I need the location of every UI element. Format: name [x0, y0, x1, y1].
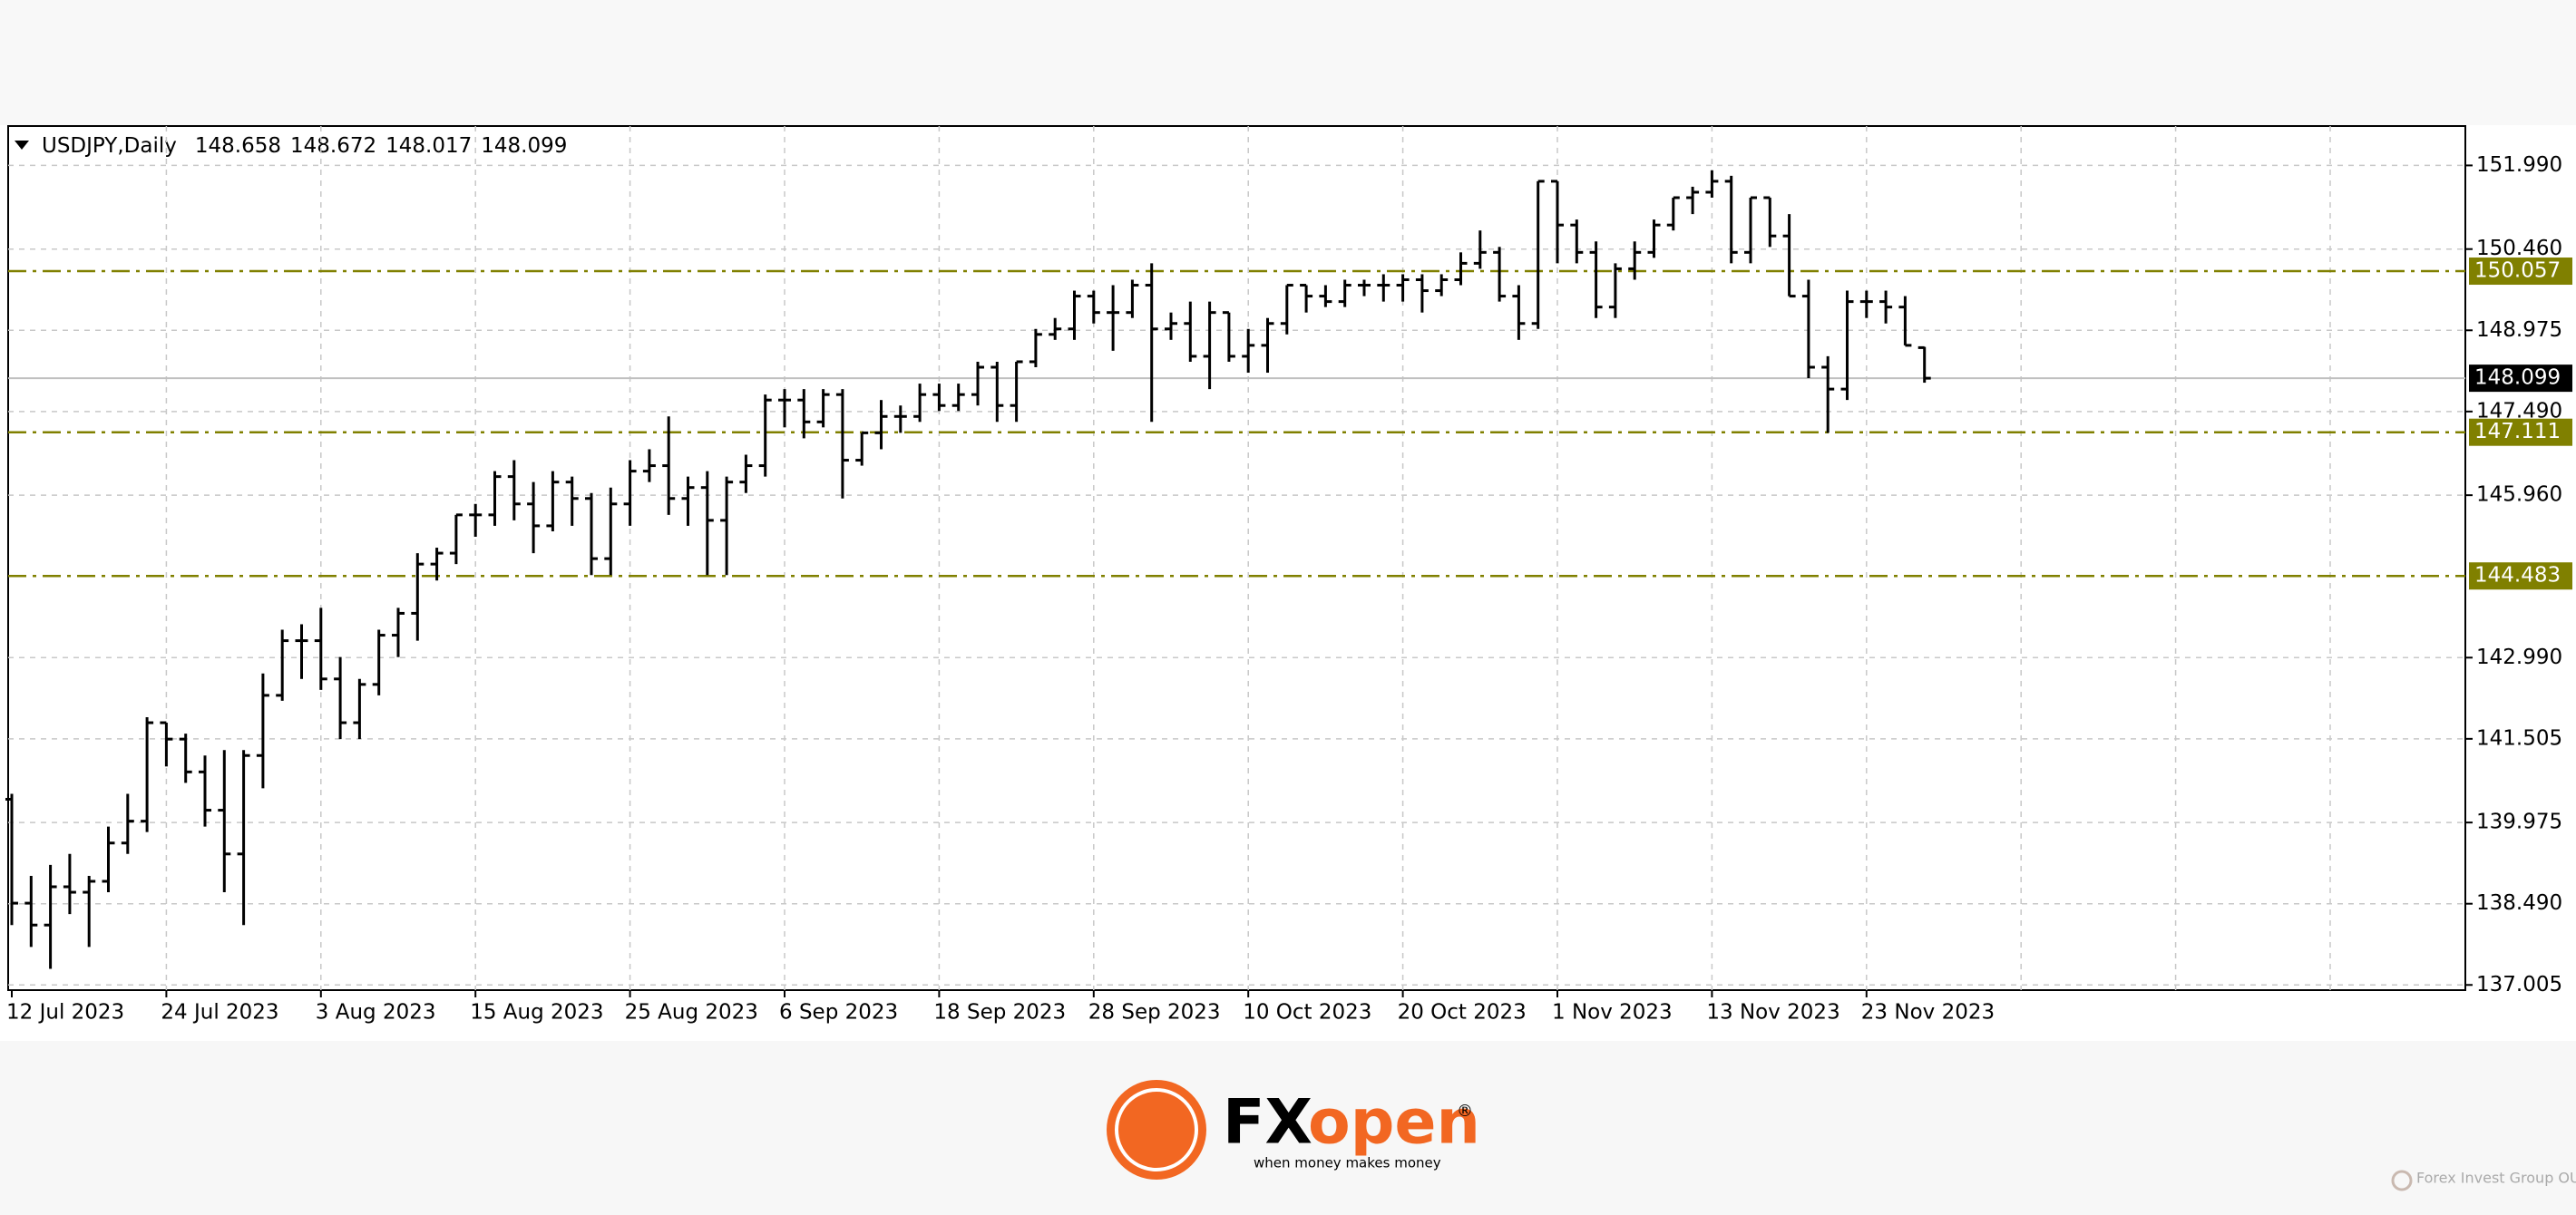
y-tick-label: 151.990 — [2476, 153, 2562, 177]
x-tick-label: 15 Aug 2023 — [470, 1001, 603, 1025]
x-tick-label: 1 Nov 2023 — [1552, 1001, 1673, 1025]
level-label: 144.483 — [2474, 564, 2561, 588]
header-close: 148.099 — [481, 134, 567, 158]
watermark-icon — [2391, 1170, 2413, 1191]
last-price-box — [2469, 364, 2572, 393]
logo-icon — [1107, 1080, 1206, 1180]
x-tick-label: 24 Jul 2023 — [161, 1001, 278, 1025]
logo: FX open ® when money makes money — [1107, 1080, 1480, 1180]
watermark: Forex Invest Group OU — [2416, 1170, 2576, 1187]
x-tick-label: 10 Oct 2023 — [1243, 1001, 1371, 1025]
level-label: 147.111 — [2474, 420, 2561, 443]
brand-fx: FX — [1223, 1087, 1312, 1159]
y-tick-label: 138.490 — [2476, 891, 2562, 915]
y-tick-label: 142.990 — [2476, 646, 2562, 669]
header-open: 148.658 — [195, 134, 281, 158]
x-tick-label: 25 Aug 2023 — [625, 1001, 758, 1025]
level-label-box — [2469, 258, 2572, 286]
level-label-box — [2469, 562, 2572, 590]
top-band — [0, 0, 2576, 125]
x-tick-label: 3 Aug 2023 — [316, 1001, 436, 1025]
symbol: USDJPY,Daily — [42, 134, 177, 158]
x-tick-label: 6 Sep 2023 — [779, 1001, 898, 1025]
brand-open: open — [1308, 1087, 1480, 1159]
y-tick-label: 137.005 — [2476, 973, 2562, 996]
x-tick-label: 28 Sep 2023 — [1088, 1001, 1221, 1025]
level-label-box — [2469, 418, 2572, 446]
y-tick-label: 141.505 — [2476, 726, 2562, 750]
registered-mark: ® — [1457, 1102, 1473, 1121]
x-tick-label: 12 Jul 2023 — [6, 1001, 124, 1025]
header-high: 148.672 — [290, 134, 376, 158]
logo-icon-ring — [1115, 1088, 1198, 1171]
x-tick-label: 13 Nov 2023 — [1706, 1001, 1839, 1025]
y-tick-label: 139.975 — [2476, 811, 2562, 834]
x-tick-label: 20 Oct 2023 — [1398, 1001, 1527, 1025]
level-label: 150.057 — [2474, 259, 2561, 283]
tagline: when money makes money — [1254, 1155, 1441, 1171]
header-low: 148.017 — [385, 134, 472, 158]
plot-layer: 151.990150.460148.975147.490145.960142.9… — [5, 126, 2572, 1025]
header-arrow — [15, 141, 29, 150]
plot-border — [7, 125, 2466, 991]
chart-header: USDJPY,Daily 148.658 148.672 148.017 148.099 — [42, 134, 567, 158]
x-tick-label: 23 Nov 2023 — [1861, 1001, 1995, 1025]
y-tick-label: 148.975 — [2476, 318, 2562, 342]
y-tick-label: 150.460 — [2476, 237, 2562, 260]
chart-background — [0, 0, 2576, 1041]
last-price-label: 148.099 — [2474, 366, 2561, 390]
x-tick-label: 18 Sep 2023 — [933, 1001, 1066, 1025]
y-tick-label: 145.960 — [2476, 483, 2562, 507]
